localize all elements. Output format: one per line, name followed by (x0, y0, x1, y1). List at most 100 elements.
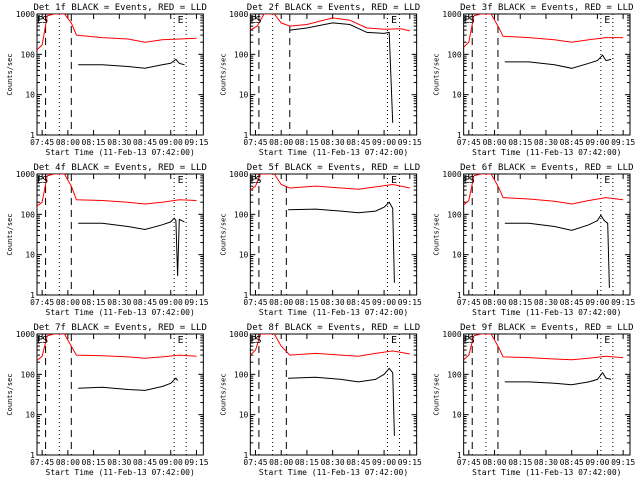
series-lld (250, 14, 410, 32)
x-axis-label: Start Time (11-Feb-13 07:42:00) (46, 148, 195, 157)
y-tick-label: 1000 (442, 10, 461, 19)
x-tick-label: 09:15 (184, 298, 208, 307)
marker-e: E (464, 15, 470, 26)
x-tick-label: 07:45 (457, 298, 481, 307)
series-events (78, 58, 185, 69)
y-tick-label: 1 (244, 451, 249, 460)
y-tick-label: 1 (457, 451, 462, 460)
x-axis-label: Start Time (11-Feb-13 07:42:00) (472, 148, 621, 157)
marker-s: S (42, 175, 48, 186)
x-axis-label: Start Time (11-Feb-13 07:42:00) (472, 468, 621, 477)
x-tick-label: 07:45 (30, 458, 54, 467)
x-axis-label: Start Time (11-Feb-13 07:42:00) (46, 468, 195, 477)
marker-e: E (37, 335, 43, 346)
marker-e: E (604, 335, 610, 346)
series-events (78, 217, 185, 276)
x-tick-label: 08:00 (56, 458, 80, 467)
y-tick-label: 100 (21, 370, 36, 379)
y-tick-label: 100 (234, 50, 249, 59)
panel-6: Det 6f BLACK = Events, RED = LLD 1 10 100 10… (433, 163, 636, 317)
plot-frame (36, 13, 204, 136)
y-axis-label: Counts/sec (219, 373, 227, 415)
panel-title: Det 3f BLACK = Events, RED = LLD (460, 3, 633, 13)
series-lld (37, 334, 197, 361)
y-axis-label: Counts/sec (219, 53, 227, 95)
y-tick-label: 1000 (442, 170, 461, 179)
y-axis-label: Counts/sec (6, 373, 14, 415)
panel-title: Det 5f BLACK = Events, RED = LLD (247, 163, 420, 173)
x-tick-label: 09:00 (159, 298, 183, 307)
marker-e: E (250, 335, 256, 346)
x-tick-label: 08:15 (508, 458, 532, 467)
x-tick-label: 08:45 (560, 298, 584, 307)
y-tick-label: 1000 (229, 10, 248, 19)
x-axis-label: Start Time (11-Feb-13 07:42:00) (46, 308, 195, 317)
y-tick-label: 1000 (229, 170, 248, 179)
marker-s: S (255, 15, 261, 26)
x-tick-label: 08:45 (560, 138, 584, 147)
x-tick-label: 08:15 (82, 138, 106, 147)
x-tick-label: 08:15 (508, 138, 532, 147)
marker-e: E (464, 175, 470, 186)
x-tick-label: 08:45 (133, 458, 157, 467)
y-tick-label: 10 (239, 411, 249, 420)
panel-5: Det 5f BLACK = Events, RED = LLD 1 10 100 10… (219, 163, 422, 317)
x-tick-label: 08:45 (346, 458, 370, 467)
x-axis-label: Start Time (11-Feb-13 07:42:00) (472, 308, 621, 317)
plot-frame (249, 13, 418, 136)
plot-frame (36, 333, 204, 456)
panel-title: Det 2f BLACK = Events, RED = LLD (247, 3, 420, 13)
marker-e: E (391, 15, 397, 26)
y-tick-label: 1000 (16, 330, 35, 339)
x-tick-label: 09:15 (611, 298, 635, 307)
plot-frame (463, 173, 631, 296)
panel-title: Det 8f BLACK = Events, RED = LLD (247, 323, 420, 333)
y-tick-label: 1 (244, 291, 249, 300)
series-lld (463, 14, 624, 48)
x-tick-label: 08:15 (295, 458, 319, 467)
plot-frame (36, 173, 204, 296)
x-tick-label: 07:45 (243, 458, 267, 467)
y-axis-label: Counts/sec (433, 53, 441, 95)
y-tick-label: 100 (21, 50, 36, 59)
x-tick-label: 08:30 (321, 138, 345, 147)
y-axis-label: Counts/sec (219, 213, 227, 255)
marker-s: S (255, 175, 261, 186)
x-tick-label: 09:00 (585, 138, 609, 147)
y-tick-label: 1 (30, 291, 35, 300)
x-tick-label: 08:30 (107, 298, 131, 307)
y-axis-label: Counts/sec (433, 213, 441, 255)
x-tick-label: 09:15 (611, 138, 635, 147)
y-tick-label: 1 (457, 291, 462, 300)
y-tick-label: 100 (21, 210, 36, 219)
x-tick-label: 07:45 (243, 298, 267, 307)
y-tick-label: 1000 (442, 330, 461, 339)
series-events (288, 367, 395, 436)
x-tick-label: 08:00 (482, 458, 506, 467)
panel-title: Det 4f BLACK = Events, RED = LLD (33, 163, 206, 173)
series-events (504, 214, 610, 288)
marker-e: E (604, 15, 610, 26)
x-tick-label: 08:15 (295, 298, 319, 307)
y-tick-label: 1 (244, 131, 249, 140)
x-tick-label: 09:15 (184, 458, 208, 467)
x-tick-label: 08:30 (534, 298, 558, 307)
x-axis-label: Start Time (11-Feb-13 07:42:00) (259, 148, 408, 157)
marker-e: E (178, 15, 184, 26)
x-tick-label: 08:30 (107, 138, 131, 147)
x-tick-label: 07:45 (457, 138, 481, 147)
x-tick-label: 07:45 (457, 458, 481, 467)
x-tick-label: 09:15 (398, 298, 422, 307)
y-tick-label: 1000 (16, 170, 35, 179)
x-tick-label: 08:15 (508, 298, 532, 307)
marker-e: E (604, 175, 610, 186)
x-tick-label: 08:00 (269, 138, 293, 147)
x-tick-label: 08:00 (269, 458, 293, 467)
x-tick-label: 08:45 (346, 298, 370, 307)
series-events (504, 54, 612, 69)
x-axis-label: Start Time (11-Feb-13 07:42:00) (259, 468, 408, 477)
series-events (504, 371, 612, 386)
x-tick-label: 09:00 (372, 138, 396, 147)
x-tick-label: 08:00 (482, 298, 506, 307)
